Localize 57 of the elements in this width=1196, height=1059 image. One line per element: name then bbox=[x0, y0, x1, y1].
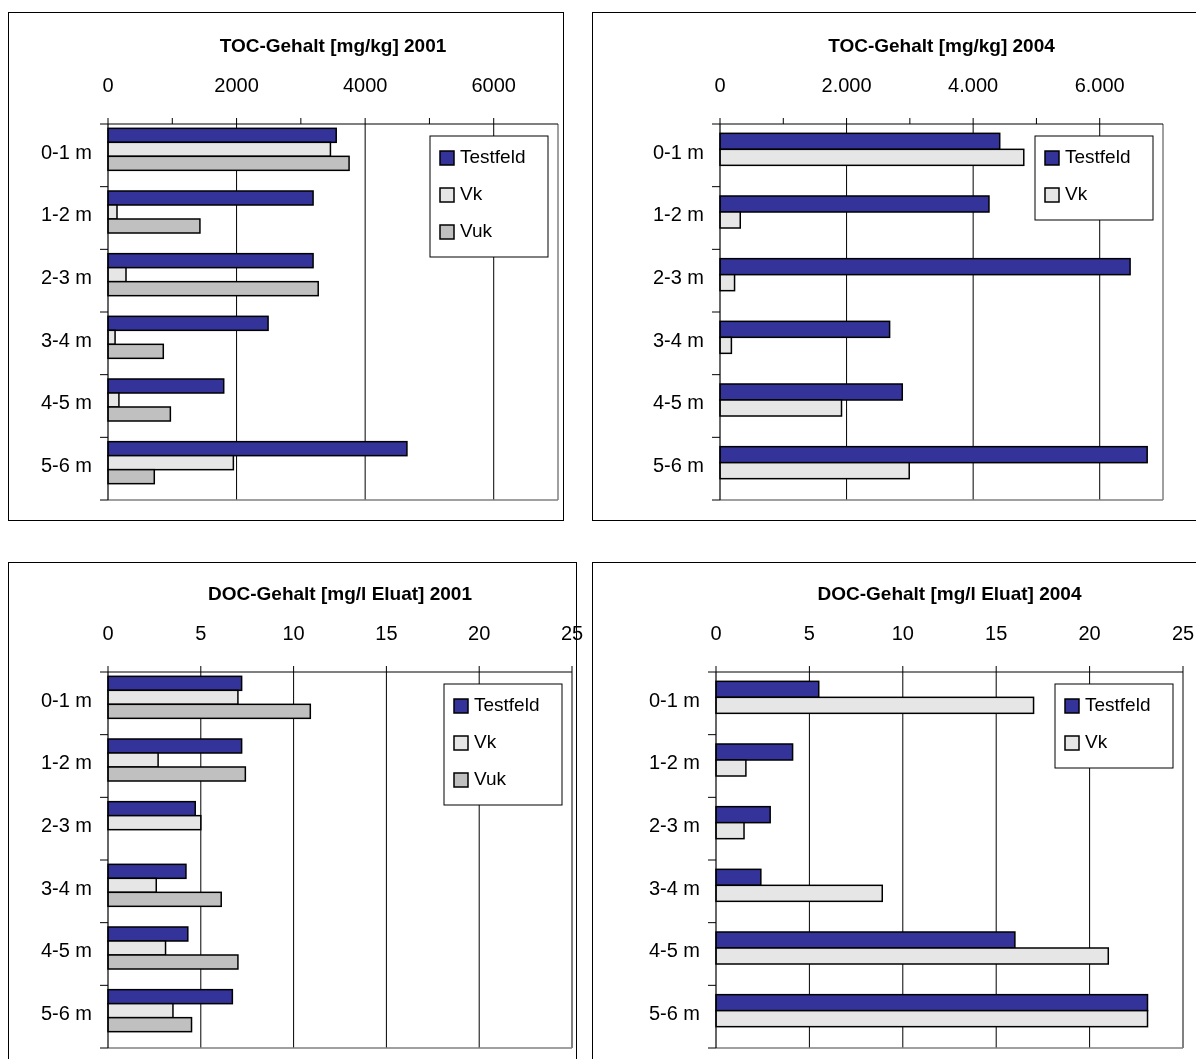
y-tick-label: 0-1 m bbox=[648, 688, 700, 711]
legend-label: Testfeld bbox=[474, 694, 540, 716]
x-tick-label: 0 bbox=[710, 622, 722, 644]
legend-label: Testfeld bbox=[460, 146, 526, 168]
x-tick-label: 25 bbox=[1171, 622, 1195, 644]
y-tick-label: 4-5 m bbox=[40, 939, 92, 962]
x-tick-label: 10 bbox=[282, 622, 305, 644]
y-tick-label: 1-2 m bbox=[652, 203, 704, 226]
x-tick-label: 20 bbox=[468, 622, 491, 644]
x-tick-label: 4.000 bbox=[948, 74, 999, 96]
y-tick-label: 3-4 m bbox=[652, 328, 704, 351]
x-tick-label: 0 bbox=[714, 74, 726, 96]
y-tick-label: 3-4 m bbox=[648, 876, 700, 899]
legend-label: Vk bbox=[474, 731, 497, 753]
y-tick-label: 1-2 m bbox=[648, 751, 700, 774]
y-tick-label: 1-2 m bbox=[40, 203, 92, 226]
x-tick-label: 15 bbox=[375, 622, 398, 644]
y-tick-label: 2-3 m bbox=[652, 265, 704, 288]
y-tick-label: 2-3 m bbox=[40, 813, 92, 836]
y-tick-label: 1-2 m bbox=[40, 751, 92, 774]
legend-label: Vk bbox=[1065, 183, 1088, 205]
y-tick-label: 5-6 m bbox=[40, 1001, 92, 1024]
legend-label: Testfeld bbox=[1065, 146, 1131, 168]
x-tick-label: 6000 bbox=[471, 74, 516, 96]
y-tick-label: 5-6 m bbox=[648, 1001, 700, 1024]
chart-title: TOC-Gehalt [mg/kg] 2004 bbox=[828, 35, 1056, 56]
legend-label: Vk bbox=[1085, 731, 1108, 753]
y-tick-label: 0-1 m bbox=[652, 140, 704, 163]
y-tick-label: 4-5 m bbox=[40, 391, 92, 414]
x-tick-label: 5 bbox=[803, 622, 815, 644]
y-tick-label: 0-1 m bbox=[40, 140, 92, 163]
x-tick-label: 2000 bbox=[214, 74, 259, 96]
y-tick-label: 0-1 m bbox=[40, 688, 92, 711]
x-tick-label: 5 bbox=[195, 622, 207, 644]
legend-label: Vuk bbox=[474, 768, 507, 790]
y-tick-label: 3-4 m bbox=[40, 328, 92, 351]
x-tick-label: 4000 bbox=[342, 74, 388, 96]
legend-label: Vuk bbox=[460, 220, 493, 242]
y-tick-label: 5-6 m bbox=[40, 453, 92, 476]
y-tick-label: 2-3 m bbox=[40, 265, 92, 288]
x-tick-label: 0 bbox=[102, 622, 114, 644]
y-tick-label: 2-3 m bbox=[648, 813, 700, 836]
y-tick-label: 4-5 m bbox=[648, 939, 700, 962]
legend-label: Testfeld bbox=[1085, 694, 1151, 716]
chart-title: DOC-Gehalt [mg/l Eluat] 2004 bbox=[817, 583, 1082, 604]
y-tick-label: 3-4 m bbox=[40, 876, 92, 899]
chart-title: TOC-Gehalt [mg/kg] 2001 bbox=[219, 35, 447, 56]
x-tick-label: 0 bbox=[102, 74, 114, 96]
x-tick-label: 20 bbox=[1078, 622, 1101, 644]
y-tick-label: 4-5 m bbox=[652, 391, 704, 414]
chart-title: DOC-Gehalt [mg/l Eluat] 2001 bbox=[208, 583, 473, 604]
x-tick-label: 6.000 bbox=[1074, 74, 1125, 96]
x-tick-label: 15 bbox=[985, 622, 1008, 644]
legend-label: Vk bbox=[460, 183, 483, 205]
y-tick-label: 5-6 m bbox=[652, 453, 704, 476]
x-tick-label: 2.000 bbox=[821, 74, 872, 96]
x-tick-label: 10 bbox=[891, 622, 914, 644]
